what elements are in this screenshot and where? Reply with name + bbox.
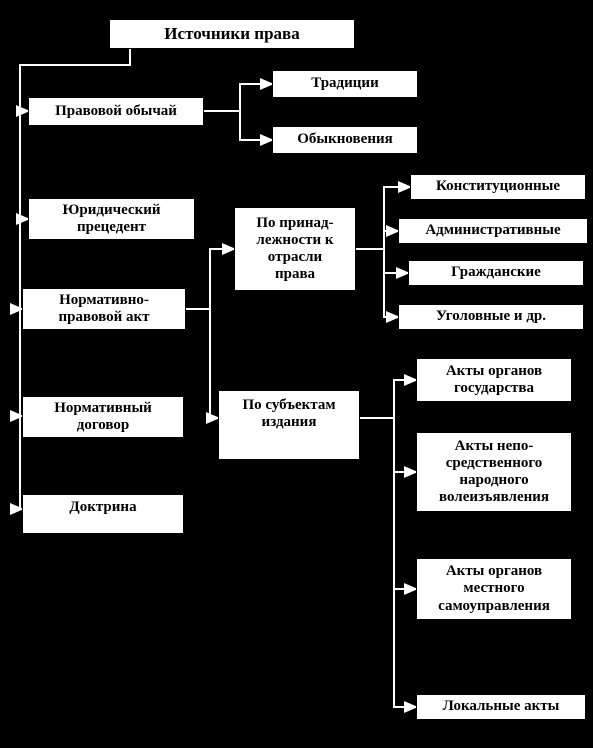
node-normative-act: Нормативно-правовой акт <box>22 288 186 330</box>
node-usages: Обыкновения <box>272 126 418 154</box>
node-state-acts-text: Акты органов государства <box>446 363 542 398</box>
node-constitutional: Конституционные <box>410 174 586 200</box>
node-local-acts: Локальные акты <box>416 694 586 720</box>
node-administrative: Административные <box>398 218 588 244</box>
node-civil: Гражданские <box>408 260 584 286</box>
node-normative-act-text: Нормативно-правовой акт <box>58 292 149 327</box>
node-custom: Правовой обычай <box>28 97 204 126</box>
node-local-gov-acts: Акты органов местного самоуправления <box>416 558 572 620</box>
node-by-subject: По субъектам издания <box>218 390 360 460</box>
node-normative-treaty-text: Нормативныйдоговор <box>54 400 152 435</box>
node-people-acts-text: Акты непо- средственного народного волеи… <box>439 438 549 507</box>
node-criminal: Уголовные и др. <box>398 304 584 330</box>
node-local-gov-acts-text: Акты органов местного самоуправления <box>438 563 550 615</box>
node-normative-treaty: Нормативныйдоговор <box>22 396 184 438</box>
node-state-acts: Акты органов государства <box>416 358 572 402</box>
root-title: Источники права <box>109 19 355 49</box>
node-traditions: Традиции <box>272 70 418 98</box>
node-doctrine: Доктрина <box>22 494 184 534</box>
node-precedent: Юридическийпрецедент <box>28 198 195 240</box>
node-by-subject-text: По субъектам издания <box>242 397 335 432</box>
node-people-acts: Акты непо- средственного народного волеи… <box>416 432 572 512</box>
node-precedent-text: Юридическийпрецедент <box>63 202 161 237</box>
node-by-branch: По принад- лежности к отрасли права <box>234 207 356 291</box>
node-by-branch-text: По принад- лежности к отрасли права <box>256 215 333 284</box>
